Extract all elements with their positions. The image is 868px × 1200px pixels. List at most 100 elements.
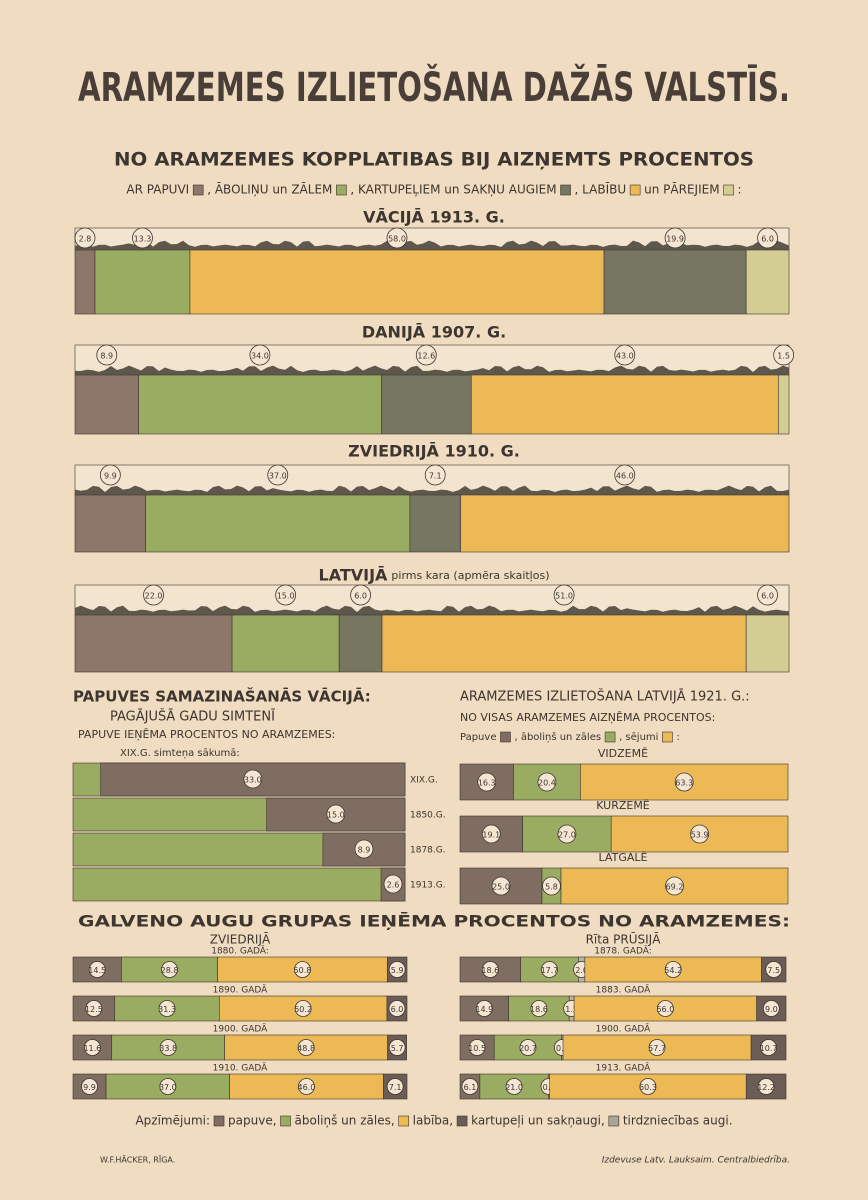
chart-title: PAPUVES SAMAZINAŠANĀS VĀCIJĀ:: [73, 686, 371, 706]
label-circle: [275, 584, 297, 606]
value-label: 53.9: [691, 831, 709, 840]
value-label: 18.6: [530, 1005, 548, 1014]
chart-title: ARAMZEMES IZLIETOŠANA LATVIJĀ 1921. G.:: [460, 689, 750, 705]
key-swatch: [608, 1115, 620, 1127]
label-circle: [757, 584, 778, 606]
value-label: 15.0: [327, 811, 345, 820]
label-circle: [88, 961, 106, 978]
label-circle: [81, 1078, 98, 1095]
value-label: 20.4: [538, 779, 556, 788]
label-circle: [557, 824, 577, 844]
key-text: :: [676, 732, 679, 743]
value-label: 54.2: [664, 966, 682, 975]
label-circle: [477, 772, 497, 792]
label-circle: [99, 464, 121, 486]
value-label: 14.5: [88, 966, 106, 975]
bar-segment: [74, 374, 139, 435]
label-circle: [757, 1078, 775, 1095]
category-label: 1883. GADĀ: [596, 985, 652, 996]
label-circle: [96, 344, 118, 366]
value-label: 16.3: [478, 779, 496, 788]
chart-title: LATVIJĀ: [319, 565, 389, 585]
value-label: 48.8: [297, 1044, 315, 1053]
label-circle: [388, 1039, 406, 1056]
value-label: 5.9: [391, 966, 404, 975]
label-circle: [475, 1000, 493, 1017]
value-label: 2.6: [387, 881, 400, 890]
key-swatch: [560, 184, 571, 196]
category-label: 1850.G.: [410, 811, 446, 821]
value-label: 31.3: [158, 1005, 176, 1014]
value-label: 5.8: [545, 883, 558, 892]
value-label: 6.0: [761, 235, 774, 244]
category-label: KURZEMĒ: [596, 799, 650, 812]
category-label: LATGALĒ: [599, 851, 648, 864]
value-label: 56.0: [656, 1005, 674, 1014]
bar-segment: [74, 494, 146, 553]
category-label: 1878.G.: [410, 846, 446, 856]
value-label: 19.1: [482, 831, 500, 840]
bar-segment: [603, 249, 747, 315]
value-label: 6.1: [464, 1083, 477, 1092]
category-label: 1913. GADĀ: [596, 1063, 652, 1074]
value-label: 0.4: [543, 1083, 556, 1092]
key-text: AR PAPUVI: [126, 183, 189, 197]
label-circle: [530, 1000, 548, 1017]
chart-subtitle: XIX.G. simteņa sākumā:: [120, 748, 240, 759]
label-circle: [388, 1000, 406, 1017]
bar-segment: [138, 374, 382, 435]
key-swatch: [336, 184, 347, 196]
text-line: Papuve , āboliņš un zāles , sējumi:: [460, 731, 680, 743]
category-label: XIX.G.: [410, 776, 438, 786]
label-circle: [553, 584, 575, 606]
chart-subtitle: PAPUVE IEŅĒMA PROCENTOS NO ARAMZEMES:: [78, 728, 335, 741]
label-circle: [481, 824, 501, 844]
label-circle: [773, 344, 795, 366]
label-circle: [386, 1078, 404, 1095]
value-label: 21.0: [505, 1083, 523, 1092]
label-circle: [388, 961, 406, 978]
label-circle: [674, 772, 694, 792]
value-label: 63.3: [675, 779, 693, 788]
key-swatch: [500, 731, 511, 743]
label-circle: [74, 227, 96, 249]
key-swatch: [280, 1115, 291, 1127]
label-circle: [690, 824, 710, 844]
value-label: 25.0: [492, 883, 510, 892]
label-circle: [762, 1000, 780, 1017]
bar-segment: [381, 374, 472, 435]
category-label: 1910. GADĀ: [213, 1063, 269, 1074]
label-circle: [760, 1039, 777, 1056]
value-label: 6.0: [354, 592, 367, 601]
bar-background: [72, 867, 406, 902]
label-circle: [424, 464, 446, 486]
value-label: 2.0: [575, 966, 588, 975]
key-text: , KARTUPEĻIEM un SAKŅU AUGIEM: [350, 183, 556, 197]
chart-subtitle: PAGĀJUŠĀ GADU SIMTENĪ: [110, 709, 275, 725]
key-text: papuve,: [228, 1114, 277, 1128]
bar-segment: [74, 249, 96, 315]
value-label: 18.6: [481, 966, 499, 975]
label-circle: [519, 1039, 537, 1056]
label-circle: [614, 464, 636, 486]
label-circle: [537, 772, 557, 792]
category-label: 1890. GADĀ: [213, 985, 269, 996]
value-label: 1.5: [565, 1005, 578, 1014]
label-circle: [648, 1039, 666, 1056]
value-label: 34.0: [251, 352, 269, 361]
value-label: 69.2: [666, 883, 684, 892]
label-circle: [159, 1078, 177, 1095]
key-text: un PĀREJIEM: [644, 183, 719, 197]
label-circle: [249, 344, 271, 366]
poster-subtitle: NO ARAMZEMES KOPPLATIBAS BIJ AIZŅEMTS PR…: [114, 149, 754, 171]
label-circle: [83, 1039, 101, 1056]
bar-segment: [338, 614, 383, 673]
key-swatch: [629, 184, 641, 196]
key-text: Papuve: [460, 732, 496, 743]
section-title: GALVENO AUGU GRUPAS IEŅĒMA PROCENTOS NO …: [78, 911, 790, 931]
tree-line: [75, 605, 789, 615]
chart-title: VĀCIJĀ 1913. G.: [363, 207, 505, 227]
text-line: AR PAPUVI , ĀBOLIŅU un ZĀLEM , KARTUPEĻIEM…: [126, 183, 741, 197]
key-text: kartupeļi un sakņaugi,: [471, 1114, 605, 1128]
